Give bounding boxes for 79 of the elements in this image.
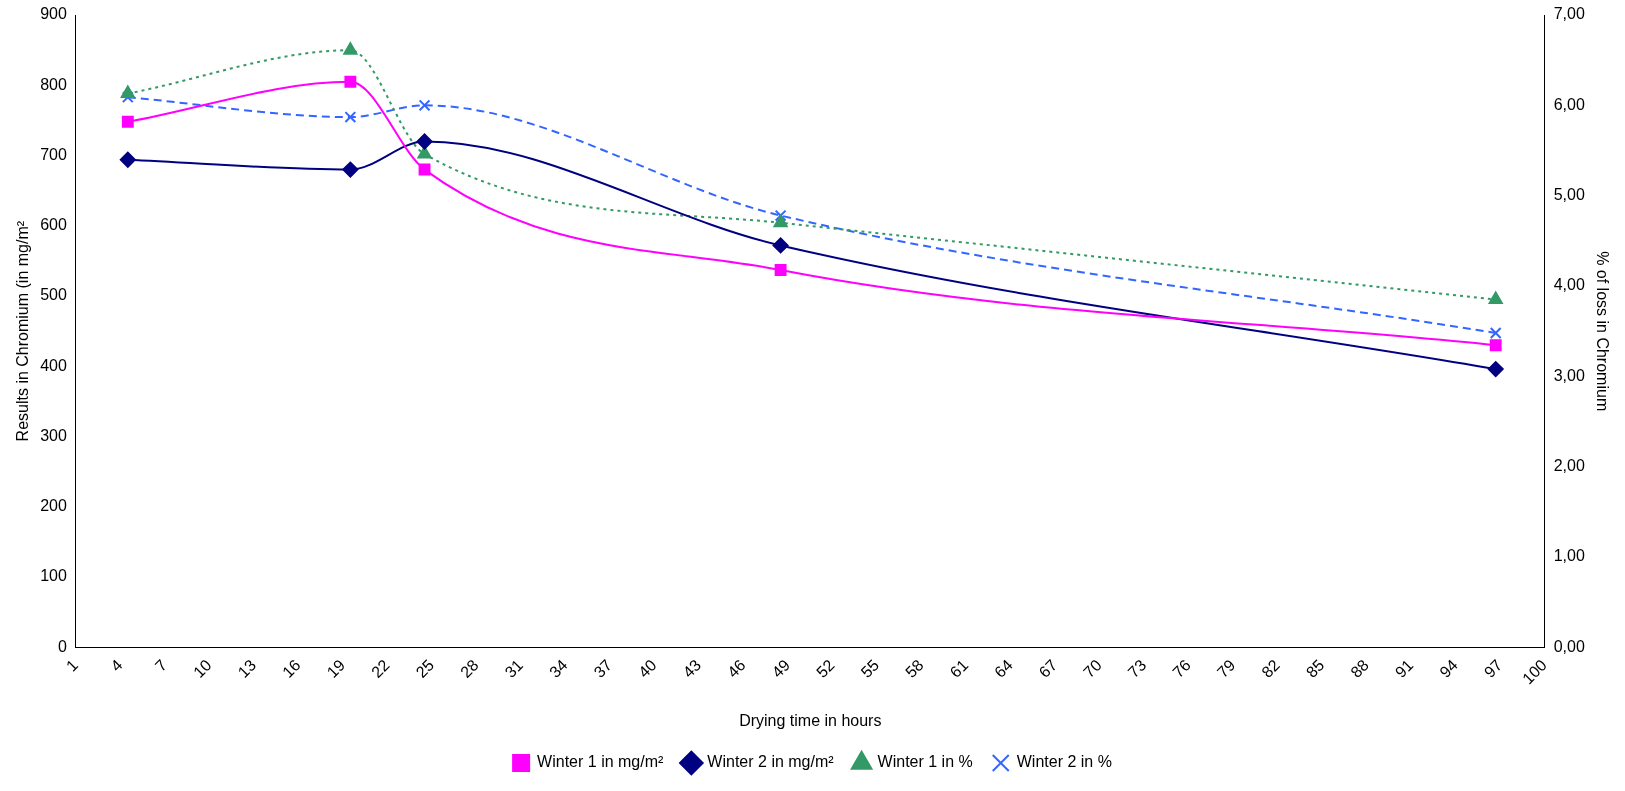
x-tick-label: 52 bbox=[813, 656, 838, 681]
y-axis-title: Results in Chromium (in mg/m² bbox=[14, 220, 32, 442]
x-tick-label: 64 bbox=[991, 656, 1016, 681]
point bbox=[773, 214, 788, 228]
y2-tick-label: 0,00 bbox=[1553, 637, 1585, 655]
x-tick-label: 58 bbox=[902, 656, 927, 681]
x-tick-label: 55 bbox=[857, 656, 883, 681]
x-tick-label: 73 bbox=[1124, 656, 1150, 681]
x-tick-label: 13 bbox=[234, 656, 260, 681]
y-tick-label: 700 bbox=[40, 145, 67, 163]
x-tick-label: 43 bbox=[679, 656, 705, 681]
point bbox=[774, 209, 787, 222]
x-tick-label: 100 bbox=[1518, 656, 1550, 688]
x-tick-label: 40 bbox=[635, 656, 660, 681]
point bbox=[344, 111, 357, 124]
point bbox=[121, 115, 134, 128]
x-tick-label: 16 bbox=[279, 656, 304, 681]
point bbox=[120, 85, 135, 99]
x-tick-label: 31 bbox=[501, 656, 527, 681]
x-tick-label: 25 bbox=[412, 656, 438, 681]
legend-label: Winter 1 in mg/m² bbox=[537, 753, 665, 771]
x-tick-label: 46 bbox=[724, 656, 749, 681]
point bbox=[1488, 291, 1503, 305]
x-tick-label: 19 bbox=[323, 656, 349, 681]
point bbox=[342, 161, 359, 178]
x-tick-label: 82 bbox=[1258, 656, 1283, 681]
point bbox=[119, 151, 136, 168]
legend-label: Winter 2 in mg/m² bbox=[707, 753, 835, 771]
x-tick-label: 85 bbox=[1302, 656, 1328, 681]
point bbox=[1489, 339, 1502, 352]
x-tick-label: 61 bbox=[946, 656, 972, 681]
y-tick-label: 300 bbox=[40, 426, 67, 444]
y2-tick-label: 1,00 bbox=[1553, 547, 1585, 565]
y-tick-label: 400 bbox=[40, 356, 67, 374]
x-tick-label: 97 bbox=[1480, 656, 1506, 681]
x-tick-label: 94 bbox=[1436, 656, 1461, 681]
x-tick-label: 70 bbox=[1080, 656, 1105, 681]
point bbox=[344, 75, 357, 88]
y2-tick-label: 2,00 bbox=[1553, 457, 1585, 475]
point bbox=[343, 42, 358, 55]
x-tick-label: 22 bbox=[368, 656, 393, 681]
x-tick-label: 88 bbox=[1347, 656, 1372, 681]
point bbox=[1487, 361, 1504, 378]
x-tick-label: 7 bbox=[151, 656, 171, 675]
x-tick-label: 49 bbox=[768, 656, 794, 681]
point bbox=[416, 133, 433, 150]
y-tick-label: 200 bbox=[40, 497, 67, 515]
x-tick-label: 76 bbox=[1169, 656, 1194, 681]
point bbox=[1489, 327, 1502, 339]
legend-label: Winter 2 in % bbox=[1016, 753, 1112, 771]
y-tick-label: 500 bbox=[40, 286, 67, 304]
y2-tick-label: 5,00 bbox=[1553, 186, 1585, 204]
x-tick-label: 91 bbox=[1391, 656, 1417, 681]
legend-label: Winter 1 in % bbox=[877, 753, 973, 771]
point bbox=[418, 99, 431, 112]
point bbox=[774, 264, 787, 276]
point bbox=[417, 146, 432, 159]
y-tick-label: 600 bbox=[40, 216, 67, 234]
x-tick-label: 1 bbox=[62, 656, 82, 675]
point bbox=[121, 91, 134, 104]
x-tick-label: 67 bbox=[1035, 656, 1061, 681]
x-tick-label: 28 bbox=[457, 656, 482, 681]
y-tick-label: 0 bbox=[57, 637, 67, 655]
y2-axis-title: % of loss in Chromium bbox=[1593, 251, 1611, 412]
y2-tick-label: 6,00 bbox=[1553, 95, 1585, 113]
point bbox=[772, 237, 789, 254]
y2-tick-label: 7,00 bbox=[1553, 5, 1585, 23]
point bbox=[418, 163, 431, 176]
x-tick-label: 34 bbox=[546, 656, 571, 681]
y2-tick-label: 3,00 bbox=[1553, 366, 1585, 384]
y-tick-label: 800 bbox=[40, 75, 67, 93]
x-tick-label: 10 bbox=[190, 656, 215, 681]
x-tick-label: 79 bbox=[1213, 656, 1239, 681]
x-tick-label: 37 bbox=[590, 656, 616, 681]
x-tick-label: 4 bbox=[107, 656, 126, 675]
y-tick-label: 900 bbox=[40, 5, 67, 23]
x-axis-title: Drying time in hours bbox=[739, 711, 882, 729]
y2-tick-label: 4,00 bbox=[1553, 276, 1585, 294]
y-tick-label: 100 bbox=[40, 567, 67, 585]
